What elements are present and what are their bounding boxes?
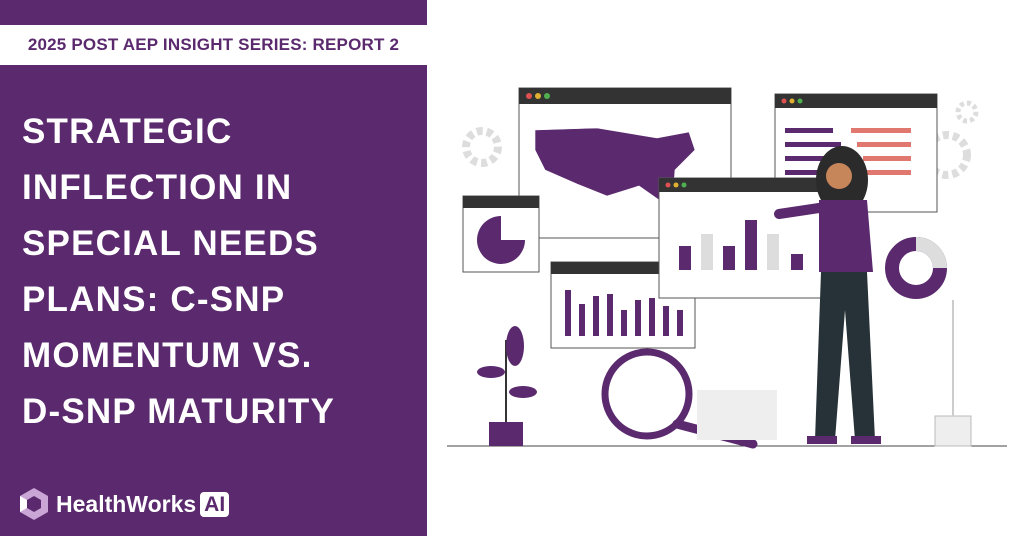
title-line: SPECIAL NEEDS <box>22 224 319 263</box>
logo: HealthWorks AI <box>18 486 230 522</box>
logo-badge: AI <box>200 491 230 517</box>
illustration <box>447 87 1007 449</box>
logo-icon <box>20 488 48 520</box>
title: STRATEGIC INFLECTION IN SPECIAL NEEDS PL… <box>22 104 335 440</box>
title-line: INFLECTION IN <box>22 168 293 207</box>
title-line: STRATEGIC <box>22 112 233 151</box>
logo-name: HealthWorks <box>56 490 197 517</box>
left-panel: 2025 POST AEP INSIGHT SERIES: REPORT 2 S… <box>0 0 427 536</box>
title-line: PLANS: C-SNP <box>22 280 286 319</box>
series-banner: 2025 POST AEP INSIGHT SERIES: REPORT 2 <box>0 25 427 65</box>
title-line: MOMENTUM VS. <box>22 336 313 375</box>
title-line: D-SNP MATURITY <box>22 392 336 431</box>
